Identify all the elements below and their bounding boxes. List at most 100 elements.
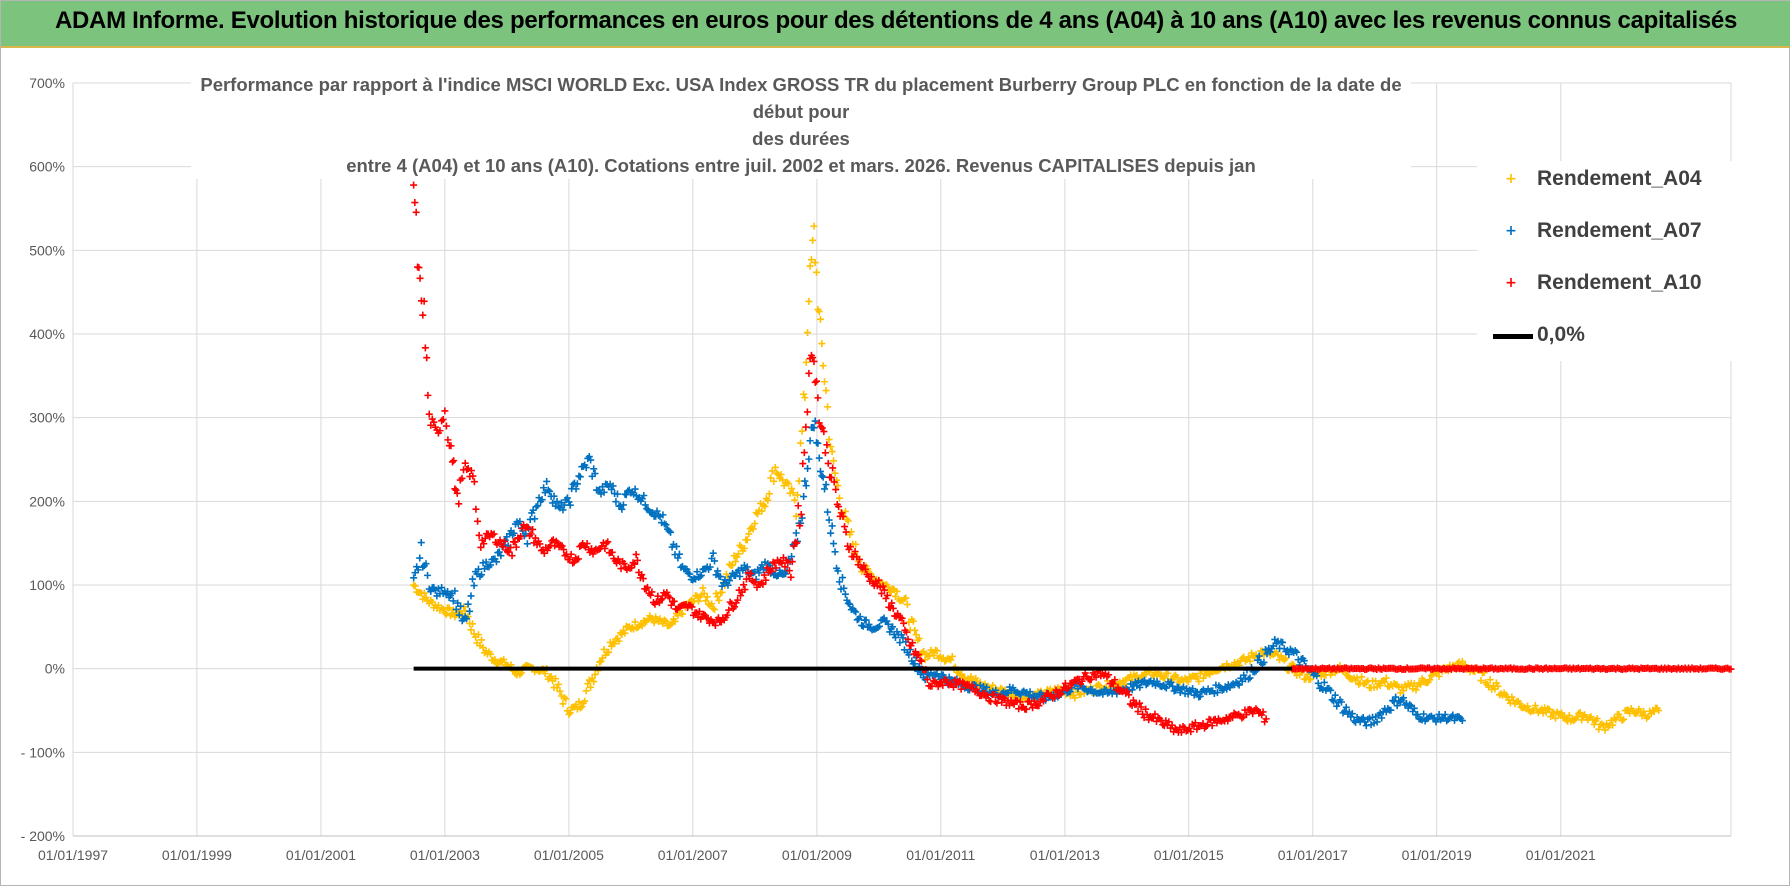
data-point <box>1063 685 1071 693</box>
data-point <box>505 548 513 556</box>
data-point <box>1576 709 1584 717</box>
x-tick-label: 01/01/2003 <box>410 847 480 863</box>
data-point <box>500 537 508 545</box>
data-point <box>725 606 733 614</box>
data-point <box>658 595 666 603</box>
data-point <box>1399 687 1407 695</box>
data-point <box>608 485 616 493</box>
data-point <box>1320 678 1328 686</box>
data-point <box>1244 653 1252 661</box>
data-point <box>957 685 965 693</box>
data-point <box>1558 709 1566 717</box>
data-point <box>662 521 670 529</box>
data-point <box>757 579 765 587</box>
data-point <box>782 570 790 578</box>
plus-marker-icon: + <box>1505 171 1517 187</box>
legend-label: 0,0% <box>1537 323 1585 346</box>
data-point <box>1327 686 1335 694</box>
data-point <box>451 485 459 493</box>
data-point <box>411 199 419 207</box>
data-point <box>1342 670 1350 678</box>
data-point <box>909 617 917 625</box>
data-point <box>508 552 516 560</box>
data-point <box>823 441 831 449</box>
data-point <box>841 523 849 531</box>
data-point <box>699 584 707 592</box>
data-point <box>621 629 629 637</box>
data-point <box>813 268 821 276</box>
data-point <box>639 575 647 583</box>
data-point <box>973 685 981 693</box>
data-point <box>445 604 453 612</box>
series-rendement_a07 <box>410 417 1466 730</box>
data-point <box>888 599 896 607</box>
data-point <box>755 569 763 577</box>
data-point <box>1314 679 1322 687</box>
data-point <box>706 563 714 571</box>
data-point <box>789 489 797 497</box>
data-point <box>841 590 849 598</box>
data-point <box>761 502 769 510</box>
data-point <box>516 518 524 526</box>
data-point <box>1240 671 1248 679</box>
data-point <box>747 570 755 578</box>
data-point <box>850 607 858 615</box>
data-point <box>1134 708 1142 716</box>
data-point <box>474 631 482 639</box>
data-point <box>814 439 822 447</box>
data-point <box>1358 673 1366 681</box>
data-point <box>596 658 604 666</box>
data-point <box>649 509 657 517</box>
data-point <box>880 586 888 594</box>
data-point <box>711 621 719 629</box>
data-point <box>547 673 555 681</box>
data-point <box>474 565 482 573</box>
data-point <box>822 387 830 395</box>
data-point <box>1458 717 1466 725</box>
data-point <box>989 681 997 689</box>
data-point <box>1233 711 1241 719</box>
data-point <box>482 558 490 566</box>
data-point <box>1524 702 1532 710</box>
data-point <box>667 528 675 536</box>
data-point <box>1030 697 1038 705</box>
data-point <box>792 529 800 537</box>
data-point <box>660 520 668 528</box>
data-point <box>411 582 419 590</box>
data-point <box>434 585 442 593</box>
data-point <box>523 540 531 548</box>
data-point <box>788 558 796 566</box>
data-point <box>1562 716 1570 724</box>
data-point <box>860 561 868 569</box>
data-point <box>427 587 435 595</box>
data-point <box>827 474 835 482</box>
data-point <box>1105 671 1113 679</box>
data-point <box>605 648 613 656</box>
data-point <box>883 591 891 599</box>
data-point <box>662 617 670 625</box>
data-point <box>712 590 720 598</box>
data-point <box>787 573 795 581</box>
data-point <box>567 550 575 558</box>
data-point <box>416 274 424 282</box>
data-point <box>534 502 542 510</box>
legend-item-a04: + Rendement_A04 <box>1477 167 1737 197</box>
data-point <box>781 563 789 571</box>
data-point <box>524 523 532 531</box>
data-point <box>611 640 619 648</box>
x-tick-label: 01/01/2007 <box>658 847 728 863</box>
data-point <box>748 524 756 532</box>
data-point <box>800 493 808 501</box>
data-point <box>1244 675 1252 683</box>
data-point <box>1266 648 1274 656</box>
data-point <box>771 463 779 471</box>
chart-title-line: des durées <box>752 128 850 149</box>
data-point <box>916 656 924 664</box>
data-point <box>810 424 818 432</box>
data-point <box>536 540 544 548</box>
data-point <box>822 481 830 489</box>
data-point <box>497 552 505 560</box>
data-point <box>552 675 560 683</box>
data-point <box>1494 682 1502 690</box>
data-point <box>818 424 826 432</box>
